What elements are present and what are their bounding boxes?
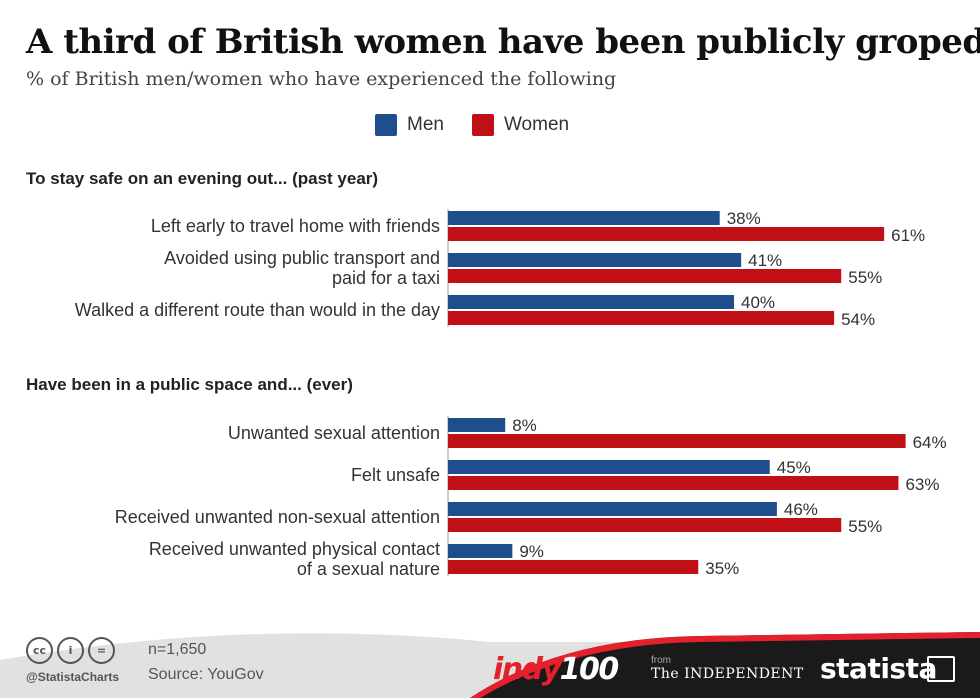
category-label-0-2-0: Walked a different route than would in t… [75,300,440,320]
group-heading-1: To stay safe on an evening out... (past … [26,169,378,188]
bar-women-0-2 [448,311,835,325]
category-label-0-1-1: paid for a taxi [332,268,440,288]
bar-men-1-0 [448,418,506,432]
no-derivatives-icon: = [88,637,115,664]
legend-label-women: Women [503,114,570,135]
value-label-women-0-2: 54% [841,310,875,329]
indy100-logo[interactable]: indy100 [493,652,620,687]
sample-size: n=1,650 [148,641,207,658]
cc-icon: cc [26,637,53,664]
value-label-men-1-2: 46% [784,500,818,519]
value-label-women-1-1: 63% [905,475,939,494]
bar-women-1-3 [448,560,699,574]
value-label-men-1-0: 8% [512,416,537,435]
indy100-logo-text: indy [493,652,561,687]
bar-men-1-3 [448,544,513,558]
bar-women-1-2 [448,518,842,532]
value-label-men-0-2: 40% [741,293,775,312]
source-note: Source: YouGov [148,666,264,683]
footer-band [0,632,980,698]
category-label-1-1-0: Felt unsafe [351,465,440,485]
value-label-women-1-0: 64% [913,433,947,452]
bar-men-0-0 [448,211,720,225]
bar-men-0-1 [448,253,742,267]
bar-chart: To stay safe on an evening out... (past … [26,169,947,579]
legend-item-men: Men [375,114,444,136]
bar-women-1-0 [448,434,906,448]
group-heading-2: Have been in a public space and... (ever… [26,375,353,394]
chart-subtitle: % of British men/women who have experien… [26,68,617,90]
category-label-1-2-0: Received unwanted non-sexual attention [115,507,440,527]
bar-women-0-0 [448,227,885,241]
statista-handle[interactable]: @StatistaCharts [26,670,120,684]
value-label-women-1-3: 35% [705,559,739,578]
license-icons: cc i = [26,637,115,664]
value-label-men-1-1: 45% [777,458,811,477]
bar-men-1-2 [448,502,777,516]
legend-swatch-women [471,114,494,136]
category-label-1-3-0: Received unwanted physical contact [149,539,440,559]
value-label-women-0-1: 55% [848,268,882,287]
bar-women-1-1 [448,476,899,490]
category-label-0-0-0: Left early to travel home with friends [151,216,440,236]
independent-logo[interactable]: The INDEPENDENT [651,666,804,682]
legend-swatch-men [375,114,397,136]
value-label-men-0-1: 41% [748,251,782,270]
bar-women-0-1 [448,269,842,283]
legend: Men Women [375,114,569,136]
legend-item-women: Women [471,114,570,136]
category-label-0-1-0: Avoided using public transport and [164,248,440,268]
bar-men-0-2 [448,295,734,309]
statista-logo[interactable]: statista [820,652,937,685]
value-label-women-1-2: 55% [848,517,882,536]
category-label-1-0-0: Unwanted sexual attention [228,423,440,443]
chart-title: A third of British women have been publi… [26,22,980,62]
value-label-men-1-3: 9% [519,542,544,561]
bar-men-1-1 [448,460,770,474]
category-label-1-3-1: of a sexual nature [297,559,440,579]
value-label-women-0-0: 61% [891,226,925,245]
legend-label-men: Men [407,114,444,135]
indy100-logo-number: 100 [559,652,620,687]
statista-logo-icon [927,656,955,682]
footer-red-accent [470,632,980,698]
value-label-men-0-0: 38% [727,209,761,228]
from-label: from [651,655,671,666]
attribution-icon: i [57,637,84,664]
